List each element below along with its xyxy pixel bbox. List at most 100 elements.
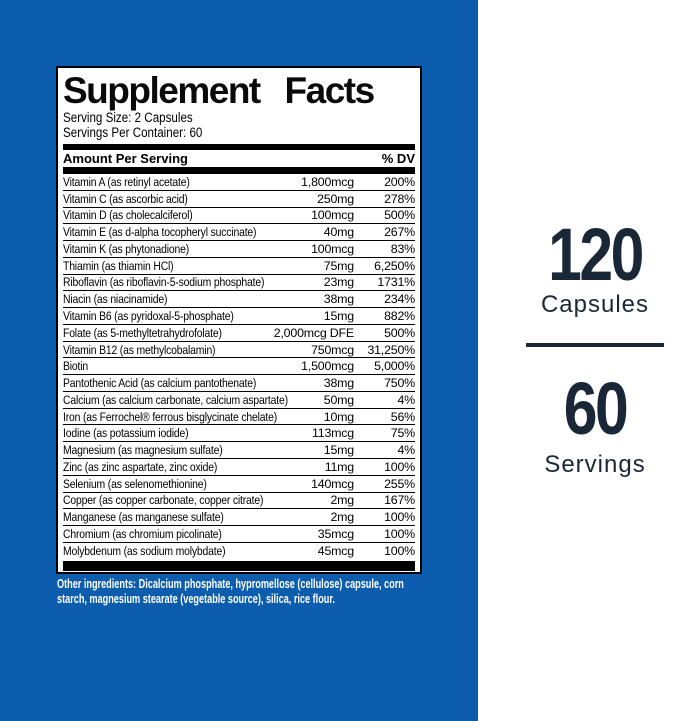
table-row: Vitamin B6 (as pyridoxal-5-phosphate) 15m… <box>63 308 415 325</box>
percent-dv-header: % DV <box>381 151 415 166</box>
nutrient-name: Thiamin (as thiamin HCl) <box>63 259 320 273</box>
nutrient-dv: 100% <box>384 544 415 559</box>
nutrient-name-text: Magnesium (as magnesium sulfate) <box>63 443 223 458</box>
nutrient-dv: 500% <box>384 325 415 340</box>
nutrient-name: Vitamin E (as d-alpha tocopheryl succina… <box>63 225 320 239</box>
nutrient-amount: 35mcg <box>317 526 354 541</box>
nutrient-dv: 100% <box>384 510 415 525</box>
nutrient-amount: 250mg <box>317 191 354 206</box>
nutrient-amount: 10mg <box>323 409 354 424</box>
nutrient-amount: 38mg <box>323 376 354 391</box>
table-row: Vitamin A (as retinyl acetate) 1,800mcg 20… <box>63 174 415 191</box>
nutrient-name-text: Vitamin A (as retinyl acetate) <box>63 174 190 189</box>
thick-divider-bar <box>63 560 415 571</box>
table-row: Vitamin E (as d-alpha tocopheryl succina… <box>63 224 415 242</box>
table-row: Iodine (as potassium iodide) 113mcg 75% <box>63 425 415 443</box>
nutrient-name: Manganese (as manganese sulfate) <box>63 510 326 524</box>
nutrient-name: Copper (as copper carbonate, copper citr… <box>63 493 326 507</box>
nutrient-name: Vitamin D (as cholecalciferol) <box>63 208 307 222</box>
other-ingredients-line-2: starch, magnesium stearate (vegetable so… <box>57 591 335 606</box>
nutrient-name-text: Manganese (as manganese sulfate) <box>63 510 224 525</box>
nutrient-dv: 4% <box>397 392 415 407</box>
nutrient-amount: 100mcg <box>311 208 354 223</box>
nutrient-amount: 38mg <box>323 292 354 307</box>
nutrient-name: Niacin (as niacinamide) <box>63 292 320 306</box>
nutrient-dv: 750% <box>384 376 415 391</box>
nutrient-dv: 234% <box>384 292 415 307</box>
nutrient-name-text: Vitamin B6 (as pyridoxal-5-phosphate) <box>63 309 234 323</box>
nutrient-dv: 167% <box>384 493 415 508</box>
serving-count-label: Servings <box>544 451 646 478</box>
nutrient-amount: 100mcg <box>311 241 354 256</box>
panel-title: Supplement Facts <box>63 70 375 111</box>
nutrient-name: Magnesium (as magnesium sulfate) <box>63 443 320 457</box>
nutrient-name-text: Riboflavin (as riboflavin-5-sodium phosp… <box>63 275 265 290</box>
nutrient-name-text: Vitamin B12 (as methylcobalamin) <box>63 342 216 357</box>
nutrient-name: Iodine (as potassium iodide) <box>63 426 308 440</box>
nutrient-dv: 500% <box>384 208 415 223</box>
facts-rows: Vitamin A (as retinyl acetate) 1,800mcg 20… <box>63 174 415 560</box>
nutrient-name-text: Vitamin C (as ascorbic acid) <box>63 191 188 206</box>
table-row: Folate (as 5-methyltetrahydrofolate) 2,00… <box>63 325 415 342</box>
nutrient-amount: 2mg <box>330 493 354 508</box>
nutrient-name: Folate (as 5-methyltetrahydrofolate) <box>63 326 270 340</box>
table-row: Selenium (as selenomethionine) 140mcg 255% <box>63 476 415 493</box>
serving-count: 60 <box>563 367 629 450</box>
nutrient-name: Vitamin K (as phytonadione) <box>63 242 307 256</box>
nutrient-dv: 278% <box>384 191 415 206</box>
nutrient-name-text: Chromium (as chromium picolinate) <box>63 526 222 541</box>
nutrient-amount: 113mcg <box>312 426 354 441</box>
serving-size: Serving Size: 2 Capsules <box>63 110 415 126</box>
table-row: Zinc (as zinc aspartate, zinc oxide) 11mg… <box>63 459 415 476</box>
table-row: Copper (as copper carbonate, copper citr… <box>63 493 415 510</box>
count-info-column: 120 Capsules 60 Servings <box>495 0 679 721</box>
nutrient-amount: 750mcg <box>311 342 354 357</box>
table-row: Vitamin C (as ascorbic acid) 250mg 278% <box>63 191 415 208</box>
nutrient-name-text: Pantothenic Acid (as calcium pantothenat… <box>63 376 257 391</box>
serving-size-text: Serving Size: 2 Capsules <box>63 110 193 125</box>
supplement-facts-panel: Supplement Facts Serving Size: 2 Capsule… <box>56 66 422 574</box>
nutrient-name-text: Biotin <box>63 359 89 374</box>
nutrient-amount: 2mg <box>330 510 354 525</box>
divider-line <box>526 343 664 347</box>
nutrient-dv: 31,250% <box>367 342 415 357</box>
servings-per-container-text: Servings Per Container: 60 <box>63 124 203 140</box>
nutrient-name-text: Copper (as copper carbonate, copper citr… <box>63 493 264 508</box>
table-row: Vitamin B12 (as methylcobalamin) 750mcg 31… <box>63 342 415 359</box>
nutrient-dv: 56% <box>390 409 415 424</box>
other-ingredients: Other ingredients: Dicalcium phosphate, … <box>57 577 437 606</box>
table-row: Magnesium (as magnesium sulfate) 15mg 4% <box>63 442 415 460</box>
nutrient-dv: 882% <box>384 309 415 323</box>
nutrient-name-text: Vitamin D (as cholecalciferol) <box>63 208 193 223</box>
nutrient-name: Vitamin C (as ascorbic acid) <box>63 192 313 206</box>
nutrient-dv: 200% <box>384 174 415 189</box>
nutrient-amount: 2,000mcg DFE <box>273 325 354 340</box>
thick-divider-bar <box>63 167 415 174</box>
amount-per-serving-header: Amount Per Serving <box>63 151 188 166</box>
nutrient-dv: 1731% <box>377 275 415 290</box>
nutrient-name-text: Calcium (as calcium carbonate, calcium a… <box>63 392 288 407</box>
nutrient-name: Molybdenum (as sodium molybdate) <box>63 544 314 558</box>
nutrient-name-text: Vitamin K (as phytonadione) <box>63 241 190 256</box>
nutrient-name: Pantothenic Acid (as calcium pantothenat… <box>63 376 320 390</box>
table-row: Vitamin D (as cholecalciferol) 100mcg 500% <box>63 208 415 225</box>
nutrient-amount: 15mg <box>323 309 354 323</box>
nutrient-amount: 11mg <box>324 459 354 474</box>
table-row: Chromium (as chromium picolinate) 35mcg 10… <box>63 526 415 543</box>
table-row: Niacin (as niacinamide) 38mg 234% <box>63 291 415 309</box>
nutrient-dv: 100% <box>384 526 415 541</box>
nutrient-dv: 75% <box>390 426 415 441</box>
nutrient-name-text: Molybdenum (as sodium molybdate) <box>63 544 226 559</box>
nutrient-dv: 4% <box>397 443 415 458</box>
table-row: Manganese (as manganese sulfate) 2mg 100% <box>63 509 415 527</box>
table-row: Thiamin (as thiamin HCl) 75mg 6,250% <box>63 258 415 275</box>
nutrient-dv: 267% <box>384 225 415 240</box>
nutrient-name: Vitamin B12 (as methylcobalamin) <box>63 343 307 357</box>
table-row: Pantothenic Acid (as calcium pantothenat… <box>63 375 415 392</box>
nutrient-dv: 83% <box>390 241 415 256</box>
table-row: Vitamin K (as phytonadione) 100mcg 83% <box>63 241 415 258</box>
nutrient-name: Iron (as Ferrochel® ferrous bisglycinate… <box>63 410 320 424</box>
table-row: Biotin 1,500mcg 5,000% <box>63 358 415 376</box>
nutrient-dv: 100% <box>384 459 415 474</box>
